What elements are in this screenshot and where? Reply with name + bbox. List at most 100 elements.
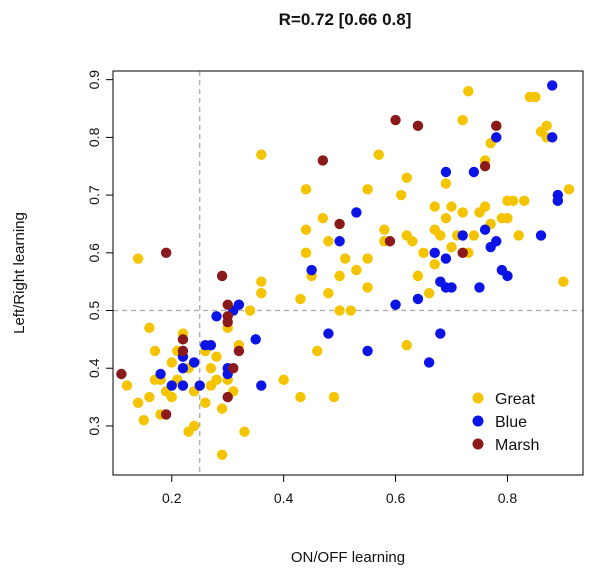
data-point-blue [177,363,189,374]
data-point-marsh [222,316,233,328]
data-point-great [334,305,345,316]
data-point-great [138,414,149,426]
data-point-great [144,322,155,334]
data-point-great [216,403,228,414]
y-tick-label: 0.9 [86,70,102,90]
data-point-marsh [116,368,127,380]
y-axis-label: Left/Right learning [11,212,28,334]
data-point-great [256,276,267,287]
legend-label-great: Great [495,391,536,408]
data-point-blue [306,264,317,276]
data-point-great [519,195,530,207]
data-point-great [446,241,457,253]
data-point-blue [423,357,435,368]
data-point-great [440,212,452,224]
data-point-great [323,236,334,247]
data-point-great [132,397,144,409]
data-point-blue [194,380,205,391]
data-point-blue [250,334,261,345]
data-point-great [239,426,250,437]
data-point-marsh [222,299,233,310]
data-point-blue [362,345,373,357]
plot-frame [112,70,584,476]
data-point-great [558,276,569,287]
data-point-great [418,247,429,258]
data-point-great [211,374,222,385]
data-point-great [340,253,351,264]
data-point-great [502,212,513,224]
chart-title: R=0.72 [0.66 0.8] [279,10,412,29]
data-point-marsh [412,120,424,132]
data-point-blue [233,299,245,310]
data-point-great [423,288,435,299]
data-point-blue [334,236,345,247]
data-points [116,80,575,460]
data-point-great [334,270,345,282]
data-point-great [541,120,552,132]
data-point-great [429,201,440,212]
data-point-great [278,374,289,385]
data-point-blue [177,380,189,391]
data-point-great [401,339,412,351]
data-point-great [435,230,446,241]
data-point-blue [552,195,564,207]
data-point-great [200,397,211,409]
data-point-blue [479,224,491,235]
legend-marker-great [472,392,484,404]
y-tick-label: 0.6 [86,243,102,263]
x-tick-label: 0.8 [498,490,518,506]
data-point-great [457,207,468,218]
data-point-blue [155,368,166,380]
data-point-great [362,184,373,195]
data-point-marsh [491,120,502,132]
data-point-great [530,91,541,103]
data-point-great [345,305,356,316]
data-point-great [300,184,312,195]
data-point-blue [256,380,267,391]
data-point-great [312,345,323,357]
data-point-great [256,149,267,160]
data-point-great [479,201,491,212]
data-point-blue [502,270,513,282]
data-point-blue [457,230,468,241]
y-tick-label: 0.7 [86,185,102,205]
x-axis-label: ON/OFF learning [291,549,405,566]
data-point-great [429,259,440,270]
data-point-blue [429,247,440,258]
x-tick-label: 0.6 [386,490,406,506]
data-point-great [463,86,474,97]
data-point-blue [435,328,446,339]
data-point-great [468,230,480,241]
data-point-great [166,391,177,403]
data-point-great [323,288,334,299]
data-point-great [205,363,217,374]
data-point-blue [188,357,200,368]
data-point-great [362,282,373,293]
data-point-great [379,224,390,235]
data-point-great [211,351,222,362]
data-point-great [351,264,362,276]
data-point-blue [468,166,480,178]
legend-label-marsh: Marsh [495,437,539,454]
data-point-marsh [160,409,172,420]
data-point-marsh [334,218,345,230]
data-point-marsh [317,155,329,166]
data-point-marsh [216,270,228,282]
data-point-great [188,420,200,432]
data-point-blue [440,253,452,264]
y-tick-label: 0.8 [86,127,102,147]
data-point-blue [390,299,401,310]
y-tick-label: 0.5 [86,301,102,321]
data-point-blue [535,230,547,241]
data-point-great [144,391,155,403]
data-point-marsh [390,114,401,126]
legend-marker-blue [472,415,484,427]
legend: Great Blue Marsh [472,391,539,454]
data-point-great [132,253,144,264]
x-axis: 0.2 0.4 0.6 0.8 [162,475,517,506]
data-point-great [295,391,306,403]
y-tick-label: 0.3 [86,416,102,436]
data-point-great [216,449,228,460]
data-point-great [446,201,457,212]
